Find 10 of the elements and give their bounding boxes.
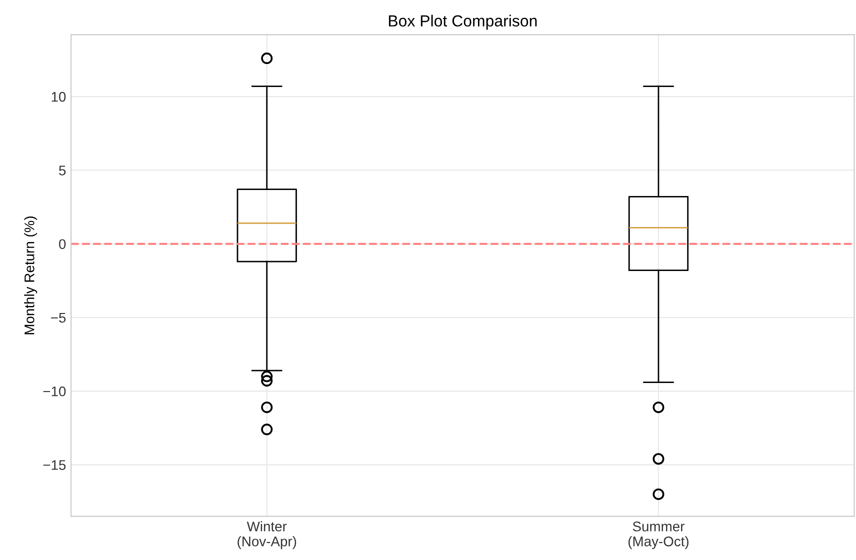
y-tick-label: 0 [59, 239, 66, 250]
x-tick-label: Summer (May-Oct) [628, 522, 688, 550]
y-tick-label: 5 [59, 166, 66, 176]
y-axis-title: Monthly Return (%) [24, 216, 38, 334]
y-tick-label: 10 [52, 92, 66, 102]
chart-title: Box Plot Comparison [388, 14, 537, 30]
y-tick-label: −10 [43, 386, 66, 396]
y-tick-label: −15 [43, 460, 66, 470]
y-tick-label: −5 [51, 312, 66, 323]
x-tick-label: Winter (Nov-Apr) [238, 521, 296, 550]
